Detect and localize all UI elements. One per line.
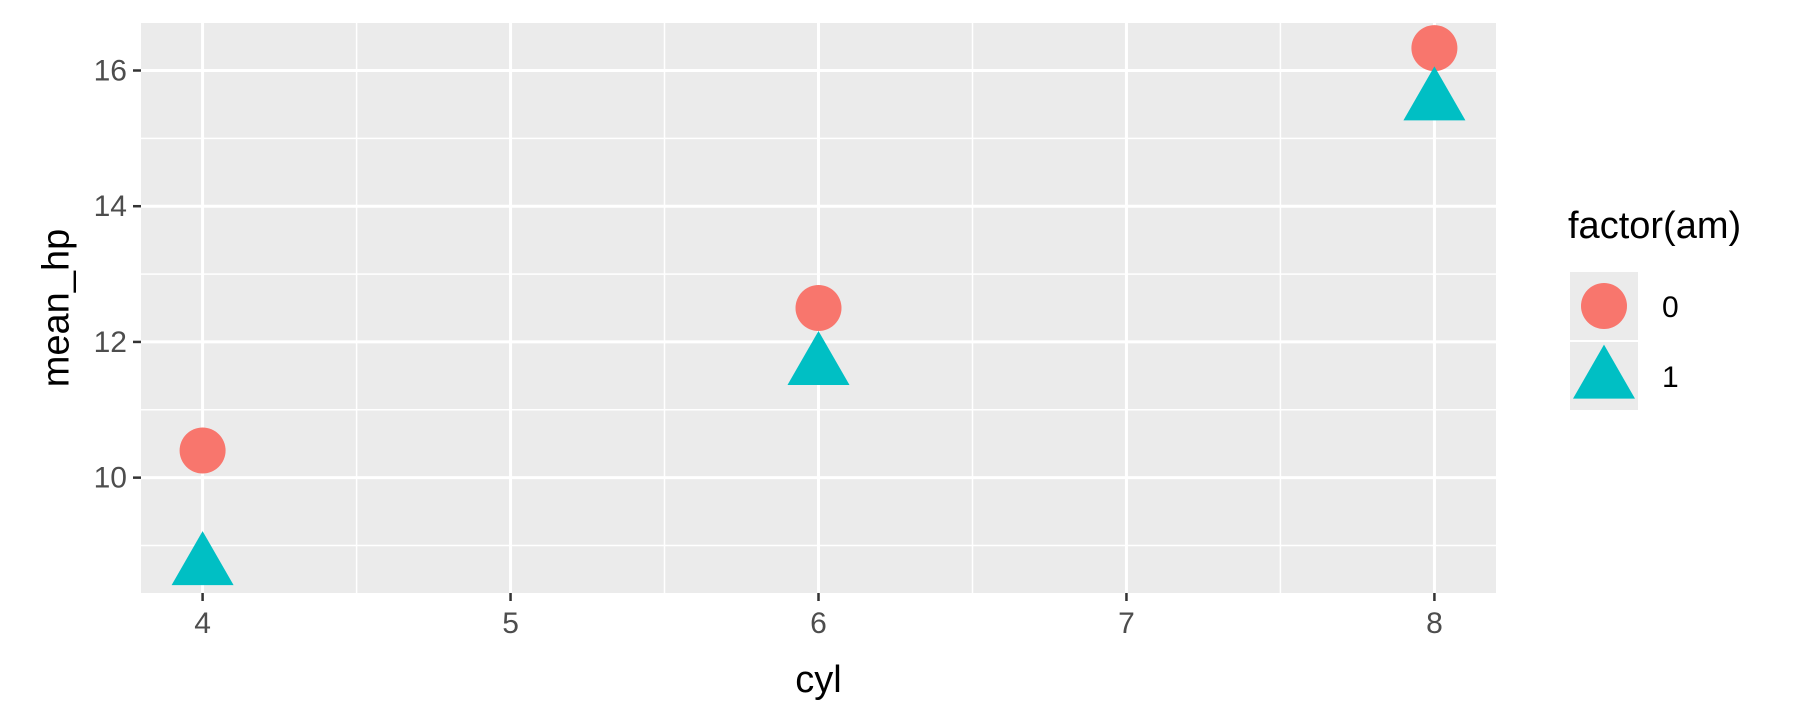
legend-label: 1: [1662, 361, 1679, 394]
plot-panel: [141, 23, 1496, 593]
point-triangle-am-1: [1403, 66, 1466, 121]
legend-title: factor(am): [1568, 205, 1741, 247]
x-axis-title: cyl: [795, 659, 841, 701]
y-tick-label: 10: [94, 462, 127, 495]
x-tick-label: 5: [502, 607, 519, 640]
point-triangle-am-1: [171, 531, 234, 586]
point-circle-am-0: [1411, 25, 1458, 72]
x-tick-label: 6: [810, 607, 827, 640]
legend-circle-icon: [1581, 283, 1627, 329]
y-tick-label: 16: [94, 55, 127, 88]
x-tick-label: 7: [1118, 607, 1135, 640]
data-points: [171, 25, 1466, 586]
y-tick-label: 12: [94, 326, 127, 359]
x-tick-label: 8: [1426, 607, 1443, 640]
y-axis-title: mean_hp: [35, 229, 77, 387]
point-triangle-am-1: [787, 330, 850, 385]
axes: 4 5 6 7 8 10 12 14 16: [94, 55, 1443, 641]
y-tick-label: 14: [94, 190, 127, 223]
legend-label: 0: [1662, 291, 1679, 324]
legend-triangle-icon: [1573, 344, 1635, 399]
point-circle-am-0: [179, 427, 226, 474]
x-tick-label: 4: [194, 607, 211, 640]
legend: factor(am) 0 1: [1568, 205, 1741, 410]
point-circle-am-0: [795, 285, 842, 331]
